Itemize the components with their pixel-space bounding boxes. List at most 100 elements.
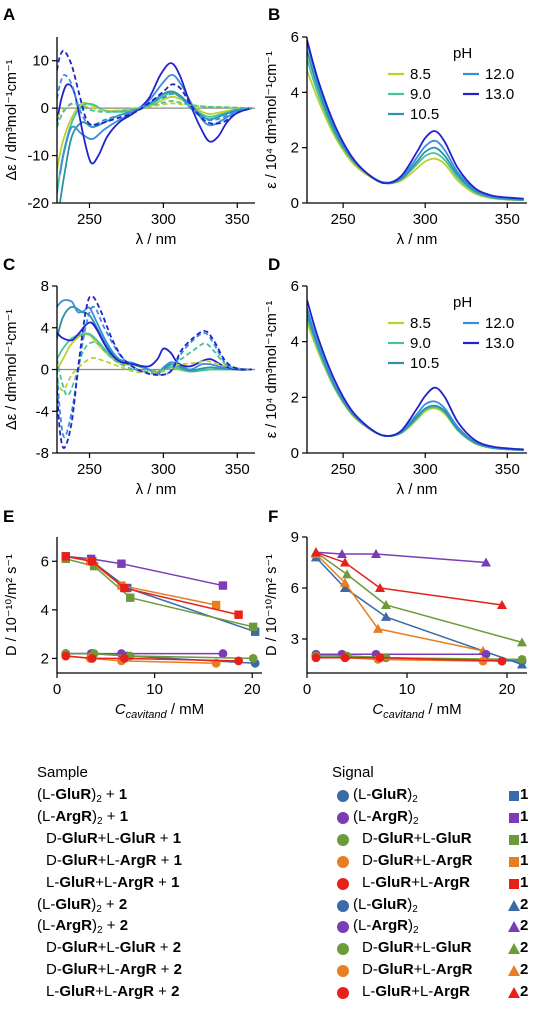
data-point — [339, 577, 351, 587]
legend-shape-marker — [508, 899, 520, 911]
legend-shape-marker — [508, 987, 520, 999]
legend-circle-marker — [337, 811, 349, 824]
legend-square — [509, 834, 519, 845]
data-point — [516, 637, 527, 647]
legend-triangle — [508, 965, 520, 977]
series-line — [57, 305, 253, 439]
legend-text-run: + — [155, 829, 173, 847]
legend-cavitand-number: 2 — [520, 895, 529, 913]
legend-text-run: +L- — [413, 961, 436, 979]
legend-circle-marker — [337, 833, 349, 846]
legend-circle-dot — [337, 921, 349, 934]
legend-cavitand-number: 2 — [520, 961, 529, 979]
data-point — [87, 654, 97, 663]
legend-label: 8.5 — [410, 315, 431, 332]
legend-cavitand-number: 1 — [520, 829, 529, 847]
y-axis-label: D / 10⁻¹⁰/m² s⁻¹ — [264, 554, 280, 656]
legend-cavitand-number: 1 — [520, 807, 529, 825]
data-point — [517, 654, 527, 664]
legend-title: pH — [453, 294, 472, 311]
x-axis-label: λ / nm — [136, 481, 177, 498]
data-point — [370, 548, 382, 559]
legend-text-run: D- — [362, 939, 378, 957]
series-line — [307, 50, 524, 201]
legend-shape-marker — [509, 791, 519, 801]
x-axis-label: λ / nm — [397, 231, 438, 248]
legend-square — [509, 856, 519, 867]
figure-legend: Sample Signal (L-GluR)2 + 1 (L-GluR)2 1 (L-Ar… — [0, 762, 533, 1017]
legend-circle-dot — [337, 811, 349, 824]
y-tick-label: 0 — [41, 100, 49, 117]
series-line — [307, 69, 524, 202]
panel-e: E 0 10 20 2 4 6 Ccavitand / mM D / 10⁻¹⁰/m² s⁻¹ — [3, 507, 262, 721]
series-connector — [65, 655, 239, 662]
y-tick-label: 4 — [41, 320, 49, 337]
legend-text-run: +L- — [411, 983, 434, 1001]
legend-text-run: 2 — [96, 903, 102, 915]
legend-circle-marker — [337, 965, 349, 978]
legend-text-run: 2 — [97, 815, 103, 827]
legend-circle-dot — [337, 790, 349, 802]
y-tick-label: 0 — [41, 362, 49, 379]
legend-text-run: +L- — [413, 829, 436, 847]
data-point — [374, 582, 386, 593]
legend-text-run: ArgR — [55, 807, 93, 825]
legend-sample-row: D-GluR+L-ArgR + 1 — [46, 852, 182, 869]
legend-text-run: 1 — [119, 807, 129, 825]
legend-text-run: +L- — [97, 939, 120, 957]
legend-text-run: GluR — [375, 983, 412, 1001]
series-line — [57, 299, 253, 374]
legend-signal-row: (L-GluR)2 — [353, 896, 418, 915]
y-axis-label: D / 10⁻¹⁰/m² s⁻¹ — [4, 554, 20, 656]
series-group — [307, 299, 524, 452]
legend-text-run: ArgR — [55, 917, 93, 935]
legend-text-run: D- — [362, 829, 378, 847]
legend-text-run: +L- — [97, 851, 120, 869]
x-axis-label-symbol: C — [372, 701, 383, 718]
legend-square — [509, 791, 519, 801]
legend-text-run: (L- — [353, 917, 372, 935]
y-tick-label: 0 — [291, 445, 299, 462]
x-tick-label: 300 — [413, 211, 438, 228]
series-line — [307, 308, 524, 451]
legend-triangle — [508, 899, 520, 911]
legend-text-run: GluR — [377, 851, 414, 869]
legend-circle-dot — [337, 943, 349, 956]
legend-text-run: 1 — [118, 786, 128, 803]
legend-triangle — [508, 987, 520, 999]
legend-sample-row: (L-GluR)2 + 1 — [37, 786, 127, 805]
legend-cavitand-number: 1 — [520, 851, 529, 869]
legend-label: 12.0 — [485, 66, 514, 83]
legend-text-run: +L- — [95, 873, 118, 891]
series-connector — [315, 553, 484, 652]
y-tick-label: 6 — [291, 29, 299, 46]
panel-b: B 250 300 350 0 2 4 6 λ / nm ε / 10⁴ dm³mol⁻¹cm⁻¹… — [264, 5, 527, 248]
legend-text-run: 2 — [173, 961, 182, 979]
legend-text-run: GluR — [59, 873, 96, 891]
y-tick-label: 4 — [41, 602, 49, 619]
legend-text-run: ArgR — [435, 961, 473, 979]
x-axis-label: Ccavitand / mM — [372, 701, 461, 721]
series-line — [307, 39, 524, 200]
data-point — [61, 651, 71, 661]
y-tick-label: 2 — [41, 650, 49, 667]
y-tick-label: 6 — [291, 278, 299, 295]
legend-text-run: +L- — [95, 983, 118, 1001]
legend-cavitand-number: 2 — [520, 917, 529, 935]
data-point — [87, 557, 97, 566]
x-axis-label: λ / nm — [397, 481, 438, 498]
legend-text-run: ArgR — [435, 851, 473, 869]
data-point — [211, 600, 221, 610]
legend-label: 9.0 — [410, 86, 431, 103]
panel-f: F 0 10 20 3 6 9 Ccavitand / mM D / 10⁻¹⁰/m² s⁻¹ — [264, 507, 527, 721]
panel-letter: E — [3, 507, 14, 526]
legend-text-run: 1 — [172, 829, 182, 847]
legend-text-run: (L- — [37, 786, 56, 803]
series-connector — [316, 656, 503, 662]
x-axis-label-subscript: cavitand — [126, 709, 168, 721]
legend-text-run: D- — [46, 829, 62, 847]
legend-text-run: GluR — [119, 829, 156, 847]
legend-text-run: + — [156, 851, 174, 869]
y-tick-label: 9 — [291, 529, 299, 546]
legend-text-run: 2 — [97, 925, 103, 937]
